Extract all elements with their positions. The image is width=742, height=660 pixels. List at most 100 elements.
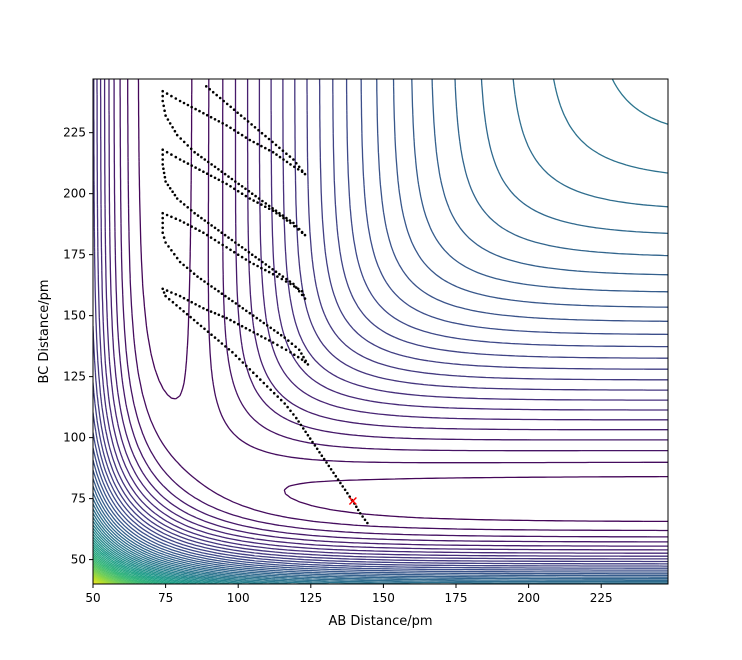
trajectory-point — [186, 144, 189, 147]
marker-stroke — [348, 497, 357, 506]
trajectory-point — [205, 233, 209, 237]
trajectory-point — [322, 457, 326, 461]
trajectory-point — [203, 158, 207, 161]
trajectory-point — [225, 124, 228, 127]
trajectory-point — [193, 211, 196, 215]
contour-level — [93, 574, 110, 584]
trajectory-point — [289, 221, 292, 225]
contour-level — [93, 539, 198, 584]
trajectory-point — [171, 300, 175, 304]
trajectory-point — [229, 185, 232, 188]
trajectory-point — [217, 178, 221, 182]
contour-level — [93, 79, 668, 563]
trajectory-point — [213, 238, 217, 242]
trajectory-point — [264, 146, 267, 150]
y-tick-label: 100 — [63, 431, 86, 445]
trajectory-point — [182, 101, 186, 105]
trajectory-point — [205, 113, 209, 117]
trajectory-point — [355, 505, 358, 509]
trajectory-point — [348, 495, 352, 499]
trajectory-point — [161, 231, 164, 234]
trajectory-point — [227, 175, 230, 178]
y-tick: 125 — [63, 370, 93, 384]
trajectory-point — [343, 488, 347, 492]
trajectory-point — [257, 128, 260, 132]
trajectory-point — [279, 333, 283, 337]
trajectory-point — [245, 309, 248, 313]
trajectory-point — [161, 163, 164, 166]
trajectory-point — [203, 280, 206, 283]
contour-level — [103, 79, 668, 551]
trajectory-point — [289, 350, 292, 354]
contour-level — [93, 79, 668, 580]
trajectory-points — [161, 85, 369, 525]
x-tick-label: 50 — [85, 591, 100, 605]
trajectory-point — [244, 248, 247, 252]
trajectory-point — [288, 155, 292, 158]
trajectory-point — [194, 107, 197, 111]
trajectory-point — [196, 321, 199, 325]
trajectory-point — [297, 165, 301, 169]
trajectory-point — [255, 374, 259, 378]
trajectory-point — [278, 155, 282, 159]
trajectory-point — [220, 170, 223, 173]
trajectory-point — [285, 152, 288, 155]
contour-level — [93, 79, 668, 565]
trajectory-point — [163, 109, 166, 112]
trajectory-point — [165, 213, 169, 217]
trajectory-point — [276, 343, 279, 347]
trajectory-point — [230, 177, 234, 181]
contour-level — [127, 79, 668, 532]
trajectory-point — [234, 241, 237, 244]
trajectory-point — [304, 359, 308, 363]
contour-level — [93, 558, 145, 584]
trajectory-point — [241, 307, 245, 310]
trajectory-point — [303, 172, 307, 176]
trajectory-point — [182, 221, 186, 224]
trajectory-point — [288, 219, 292, 222]
trajectory-point — [285, 219, 289, 222]
trajectory-point — [276, 275, 279, 278]
trajectory-point — [271, 209, 275, 212]
trajectory-point — [185, 312, 189, 316]
contour-level — [93, 517, 339, 584]
trajectory-point — [175, 133, 179, 137]
trajectory-point — [170, 94, 173, 98]
contour-level — [93, 79, 668, 575]
trajectory-point — [190, 105, 193, 109]
contour-level — [93, 548, 169, 584]
trajectory-point — [269, 388, 273, 392]
trajectory-point — [279, 398, 283, 402]
marker-x — [348, 497, 357, 506]
trajectory-point — [221, 122, 224, 125]
contour-level — [93, 79, 668, 569]
trajectory-point — [210, 224, 213, 227]
trajectory-point — [361, 515, 364, 518]
trajectory-point — [209, 115, 213, 119]
contour-level — [93, 541, 190, 584]
trajectory-point — [237, 243, 240, 247]
trajectory-point — [252, 140, 255, 144]
trajectory-point — [240, 133, 244, 137]
trajectory-point — [244, 136, 248, 139]
trajectory-point — [173, 252, 176, 256]
trajectory-point — [336, 478, 340, 481]
trajectory-point — [165, 92, 169, 95]
trajectory-point — [233, 128, 236, 132]
trajectory-point — [248, 260, 252, 264]
trajectory-point — [186, 298, 190, 302]
trajectory-point — [213, 118, 217, 121]
x-tick-label: 200 — [517, 591, 540, 605]
trajectory-point — [288, 280, 292, 283]
trajectory-point — [281, 149, 285, 152]
y-tick: 50 — [71, 553, 93, 567]
trajectory-point — [210, 163, 213, 166]
trajectory-point — [325, 461, 328, 464]
trajectory-point — [262, 381, 266, 385]
trajectory-point — [300, 293, 304, 297]
trajectory-point — [292, 158, 295, 161]
trajectory-point — [225, 316, 228, 320]
trajectory-point — [244, 187, 247, 191]
contour-level — [93, 79, 668, 578]
trajectory-point — [225, 102, 229, 106]
